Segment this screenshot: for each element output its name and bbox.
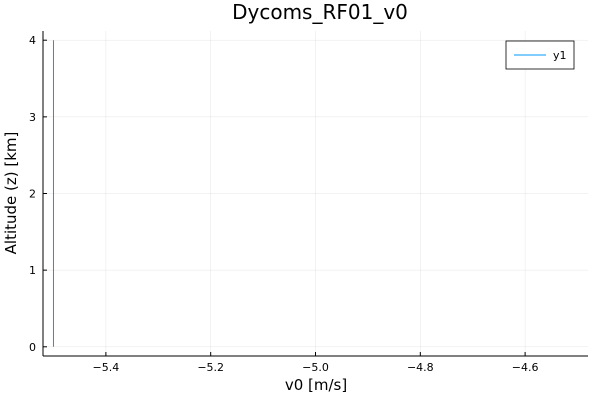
grid <box>43 31 588 356</box>
chart-title: Dycoms_RF01_v0 <box>232 0 408 24</box>
x-axis-label: v0 [m/s] <box>285 376 347 394</box>
x-tick-label: −4.8 <box>407 361 434 374</box>
ticks: −5.4 −5.2 −5.0 −4.8 −4.6 0 1 2 3 4 <box>29 34 538 374</box>
x-tick-label: −4.6 <box>512 361 539 374</box>
legend: y1 <box>505 40 575 70</box>
y-tick-label: 1 <box>29 264 36 277</box>
y-tick-label: 2 <box>29 188 36 201</box>
x-tick-label: −5.0 <box>302 361 329 374</box>
y-tick-label: 0 <box>29 341 36 354</box>
y-tick-label: 3 <box>29 111 36 124</box>
legend-label: y1 <box>553 49 567 62</box>
y-axis-label: Altitude (z) [km] <box>2 132 20 255</box>
x-tick-label: −5.2 <box>197 361 224 374</box>
x-tick-label: −5.4 <box>93 361 120 374</box>
y-tick-label: 4 <box>29 34 36 47</box>
